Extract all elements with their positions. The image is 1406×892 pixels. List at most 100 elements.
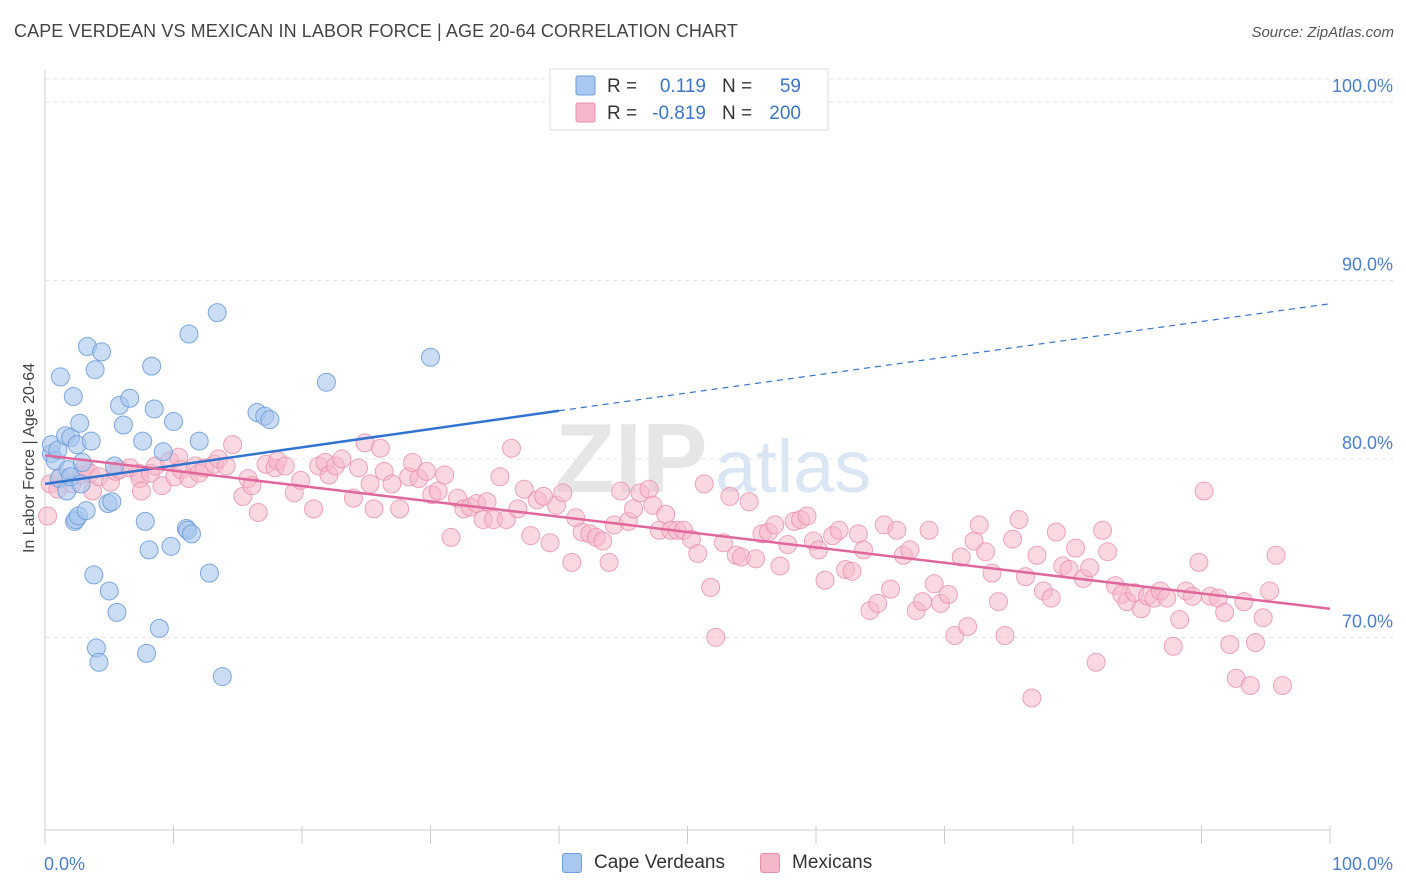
data-point-mexicans <box>938 585 958 605</box>
data-point-mexicans <box>1157 588 1177 608</box>
y-tick-label: 70.0% <box>1342 611 1393 631</box>
data-point-mexicans <box>1163 636 1183 656</box>
data-point-mexicans <box>639 479 659 499</box>
data-point-mexicans <box>919 520 939 540</box>
legend-swatch-cape-verdeans <box>562 853 582 873</box>
trend-lines <box>44 303 1331 611</box>
data-point-cape-verdeans <box>142 356 162 376</box>
data-point-cape-verdeans <box>199 563 219 583</box>
series-cape-verdeans <box>41 303 440 687</box>
data-point-cape-verdeans <box>144 399 164 419</box>
data-point-mexicans <box>1027 545 1047 565</box>
y-tick-label: 100.0% <box>1332 76 1393 96</box>
data-point-mexicans <box>688 543 708 563</box>
data-point-mexicans <box>848 524 868 544</box>
data-point-mexicans <box>1086 652 1106 672</box>
data-point-mexicans <box>765 515 785 535</box>
legend-label-mexicans: Mexicans <box>792 852 873 873</box>
data-point-mexicans <box>969 515 989 535</box>
data-point-mexicans <box>1260 581 1280 601</box>
data-point-mexicans <box>441 527 461 547</box>
data-point-mexicans <box>1080 558 1100 578</box>
data-point-mexicans <box>739 492 759 512</box>
legend-n-label: N = <box>722 103 752 124</box>
chart-title: CAPE VERDEAN VS MEXICAN IN LABOR FORCE |… <box>14 21 738 41</box>
data-point-mexicans <box>746 549 766 569</box>
data-point-mexicans <box>349 458 369 478</box>
data-point-mexicans <box>390 499 410 519</box>
data-point-cape-verdeans <box>85 360 105 380</box>
data-point-cape-verdeans <box>70 413 90 433</box>
data-point-mexicans <box>38 506 58 526</box>
trendline-cape-verdeans <box>44 409 560 486</box>
data-point-mexicans <box>370 438 390 458</box>
data-point-mexicans <box>490 467 510 487</box>
data-point-cape-verdeans <box>113 415 133 435</box>
data-point-mexicans <box>1015 567 1035 587</box>
y-tick-label: 80.0% <box>1342 433 1393 453</box>
data-point-mexicans <box>900 540 920 560</box>
data-point-cape-verdeans <box>137 643 157 663</box>
data-point-mexicans <box>713 533 733 553</box>
data-point-mexicans <box>382 474 402 494</box>
data-point-mexicans <box>770 556 790 576</box>
data-point-mexicans <box>304 499 324 519</box>
data-point-mexicans <box>1170 609 1190 629</box>
data-point-mexicans <box>435 465 455 485</box>
data-point-cape-verdeans <box>153 442 173 462</box>
data-point-mexicans <box>1046 522 1066 542</box>
data-point-mexicans <box>1220 634 1240 654</box>
data-point-mexicans <box>842 561 862 581</box>
data-point-mexicans <box>656 504 676 524</box>
data-point-cape-verdeans <box>189 431 209 451</box>
source-credit: Source: ZipAtlas.com <box>1251 24 1394 41</box>
data-point-mexicans <box>275 456 295 476</box>
data-point-mexicans <box>599 552 619 572</box>
trendline-cape-verdeans-extension <box>558 303 1331 412</box>
data-point-mexicans <box>417 461 437 481</box>
data-point-mexicans <box>881 579 901 599</box>
data-point-mexicans <box>868 593 888 613</box>
data-point-mexicans <box>1093 520 1113 540</box>
data-point-mexicans <box>706 627 726 647</box>
legend-swatch-mexicans <box>760 853 780 873</box>
data-point-mexicans <box>1189 552 1209 572</box>
legend-swatch-pink <box>575 102 596 123</box>
data-point-mexicans <box>514 479 534 499</box>
axes <box>44 70 1331 844</box>
data-point-cape-verdeans <box>164 411 183 431</box>
data-point-cape-verdeans <box>92 342 112 362</box>
data-point-mexicans <box>854 540 874 560</box>
x-tick-label: 100.0% <box>1332 854 1393 874</box>
legend-r-label: R = <box>607 103 637 124</box>
data-point-mexicans <box>562 552 582 572</box>
data-point-mexicans <box>1240 675 1260 695</box>
data-point-mexicans <box>1098 542 1118 562</box>
data-point-mexicans <box>1022 688 1042 708</box>
data-point-mexicans <box>593 531 613 551</box>
data-point-mexicans <box>131 481 151 501</box>
data-point-mexicans <box>809 540 829 560</box>
legend-n-value-pink: 200 <box>769 103 801 124</box>
series-mexicans <box>38 433 1292 708</box>
data-point-mexicans <box>1183 586 1203 606</box>
data-point-cape-verdeans <box>102 492 122 512</box>
data-point-cape-verdeans <box>260 410 280 430</box>
data-point-mexicans <box>403 452 423 472</box>
y-axis-label: In Labor Force | Age 20-64 <box>21 363 38 553</box>
legend-r-label: R = <box>607 76 637 97</box>
data-point-cape-verdeans <box>135 511 155 531</box>
data-point-mexicans <box>976 542 996 562</box>
legend-swatch-blue <box>575 75 596 96</box>
data-point-mexicans <box>797 506 817 526</box>
x-tick-label: 0.0% <box>44 854 85 874</box>
correlation-legend: R = 0.119 N = 59 R = -0.819 N = 200 <box>549 68 829 131</box>
data-point-mexicans <box>995 626 1015 646</box>
data-point-cape-verdeans <box>76 501 96 521</box>
data-point-cape-verdeans <box>133 431 153 451</box>
data-point-cape-verdeans <box>161 536 181 556</box>
data-point-mexicans <box>611 481 631 501</box>
data-point-cape-verdeans <box>84 565 104 585</box>
data-point-cape-verdeans <box>81 431 101 451</box>
